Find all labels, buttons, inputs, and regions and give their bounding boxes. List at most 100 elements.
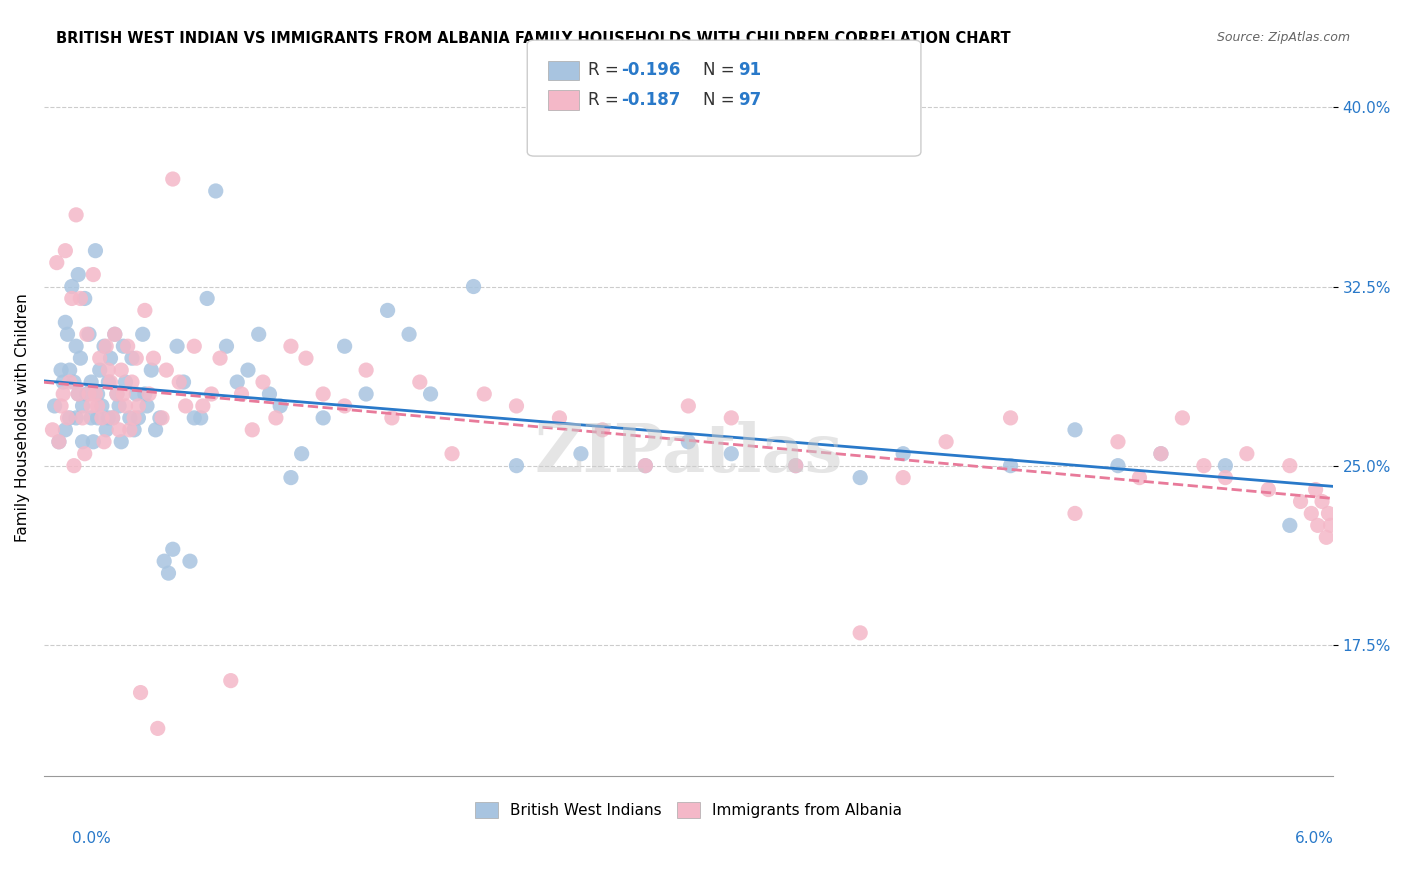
Point (1150, 447, 1173, 461)
Point (1289, 494, 1312, 508)
Point (190, 410, 212, 425)
Point (354, 363, 377, 377)
Point (145, 423, 167, 437)
Point (398, 327, 420, 342)
Point (53, 423, 76, 437)
Point (179, 554, 201, 568)
Point (1192, 458, 1215, 473)
Point (89, 351, 111, 366)
Point (785, 458, 807, 473)
Point (215, 339, 238, 353)
Point (150, 410, 173, 425)
Point (65, 339, 87, 353)
Point (1000, 458, 1022, 473)
Point (69, 292, 91, 306)
Point (441, 447, 464, 461)
Point (122, 423, 145, 437)
Point (59, 363, 82, 377)
Point (678, 434, 700, 449)
Point (231, 387, 253, 401)
Point (76, 327, 98, 342)
Point (72, 399, 94, 413)
Text: 91: 91 (738, 62, 761, 79)
Point (76, 387, 98, 401)
Point (785, 458, 807, 473)
Point (67, 268, 90, 282)
Point (146, 722, 169, 736)
Point (162, 542, 184, 557)
Text: R =: R = (588, 62, 624, 79)
Point (505, 399, 527, 413)
Point (155, 363, 177, 377)
Point (72, 410, 94, 425)
Point (80, 410, 103, 425)
Point (1107, 458, 1129, 473)
Point (118, 410, 141, 425)
Point (1107, 434, 1129, 449)
Point (720, 447, 742, 461)
Point (354, 387, 377, 401)
Point (93, 339, 115, 353)
Point (131, 327, 153, 342)
Point (86, 399, 108, 413)
Point (52, 375, 75, 389)
Point (80, 375, 103, 389)
Point (312, 387, 335, 401)
Text: BRITISH WEST INDIAN VS IMMIGRANTS FROM ALBANIA FAMILY HOUSEHOLDS WITH CHILDREN C: BRITISH WEST INDIAN VS IMMIGRANTS FROM A… (56, 31, 1011, 46)
Point (127, 410, 149, 425)
Point (1278, 518, 1301, 533)
Point (93, 434, 115, 449)
Point (236, 363, 259, 377)
Point (419, 387, 441, 401)
Legend: British West Indians, Immigrants from Albania: British West Indians, Immigrants from Al… (467, 795, 910, 826)
Point (935, 434, 957, 449)
Point (191, 399, 214, 413)
Point (69, 351, 91, 366)
Point (295, 351, 318, 366)
Point (45, 255, 67, 269)
Point (96, 339, 118, 353)
Point (183, 339, 205, 353)
Point (333, 339, 356, 353)
Point (569, 447, 592, 461)
Point (174, 399, 197, 413)
Point (114, 399, 136, 413)
Point (138, 387, 160, 401)
Point (65, 208, 87, 222)
Point (52, 387, 75, 401)
Point (89, 363, 111, 377)
Text: R =: R = (588, 91, 624, 109)
Point (134, 303, 156, 318)
Point (1236, 447, 1258, 461)
Point (100, 351, 122, 366)
Point (97, 363, 120, 377)
Point (1150, 447, 1173, 461)
Point (56, 327, 79, 342)
Point (105, 387, 128, 401)
Point (112, 387, 135, 401)
Point (104, 327, 127, 342)
Point (117, 339, 139, 353)
Point (86, 387, 108, 401)
Text: Source: ZipAtlas.com: Source: ZipAtlas.com (1216, 31, 1350, 45)
Point (291, 447, 314, 461)
Point (67, 387, 90, 401)
Point (63, 458, 86, 473)
Point (72, 434, 94, 449)
Point (240, 423, 263, 437)
Point (110, 434, 132, 449)
Point (195, 292, 218, 306)
Point (1257, 483, 1279, 497)
Point (1064, 423, 1087, 437)
Point (49, 363, 72, 377)
Point (67, 387, 90, 401)
Point (259, 387, 281, 401)
Point (1306, 518, 1329, 533)
Point (891, 447, 914, 461)
Point (1215, 470, 1237, 484)
Point (127, 399, 149, 413)
Point (129, 685, 152, 699)
Point (101, 410, 124, 425)
Point (112, 339, 135, 353)
Point (80, 399, 103, 413)
